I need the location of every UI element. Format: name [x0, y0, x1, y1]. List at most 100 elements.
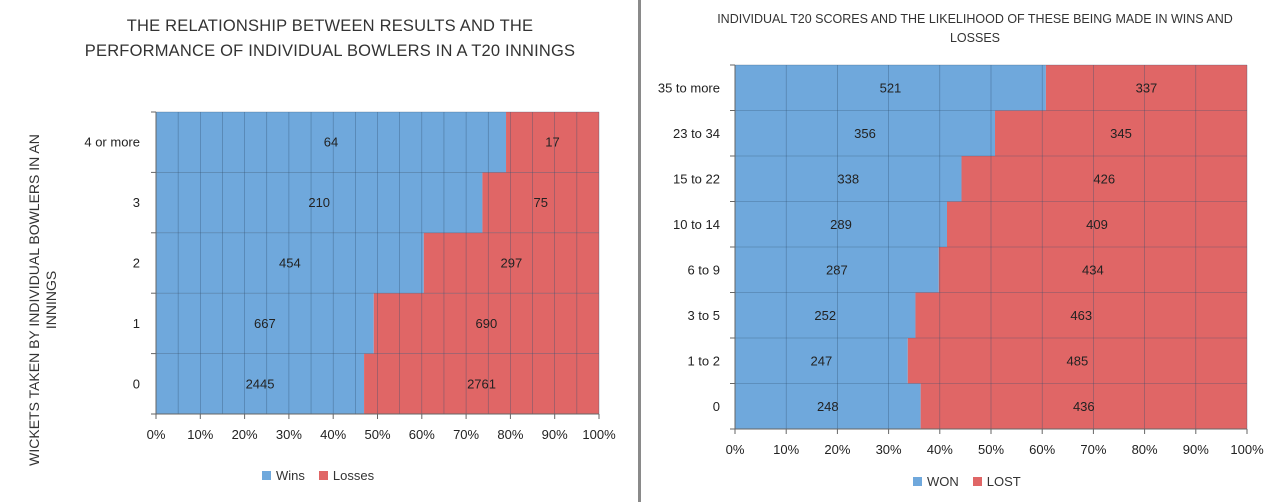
panel-divider [638, 0, 641, 502]
left-bar-lost-3 [373, 293, 599, 354]
right-data-label-won-6: 247 [811, 353, 833, 368]
left-category-label-4: 0 [133, 376, 140, 391]
left-bar-won-4 [156, 353, 365, 414]
left-chart-title: THE RELATIONSHIP BETWEEN RESULTS AND THE… [84, 17, 576, 60]
left-bar-won-0 [156, 112, 507, 173]
losses-swatch [318, 471, 328, 480]
right-bar-won-5 [735, 292, 916, 338]
right-bar-lost-7 [920, 383, 1247, 429]
right-data-label-lost-0: 337 [1136, 80, 1158, 95]
right-data-label-lost-6: 485 [1067, 353, 1089, 368]
right-bar-lost-0 [1045, 65, 1247, 111]
left-bar-won-2 [156, 232, 424, 294]
right-bar-lost-1 [995, 110, 1247, 156]
left-x-tick-label: 40% [320, 427, 346, 442]
left-data-label-won-0: 64 [324, 135, 338, 150]
right-bar-won-3 [735, 201, 947, 247]
left-data-label-lost-4: 2761 [467, 376, 496, 391]
right-data-label-lost-7: 436 [1073, 399, 1095, 414]
left-data-label-won-4: 2445 [246, 376, 275, 391]
left-bar-lost-1 [482, 172, 599, 233]
left-legend: Wins Losses [262, 468, 388, 483]
right-chart-title: INDIVIDUAL T20 SCORES AND THE LIKELIHOOD… [717, 12, 1233, 45]
legend-item-won: WON [913, 474, 959, 489]
right-category-label-2: 15 to 22 [673, 171, 720, 186]
legend-label-lost: LOST [986, 474, 1021, 489]
right-x-tick-label: 0% [726, 442, 745, 457]
right-category-label-3: 10 to 14 [673, 217, 720, 232]
left-labels: 64 17 4 or more 210 75 3 454 297 2 667 690 1 2445 276… [84, 135, 616, 442]
legend-item-lost: LOST [972, 474, 1021, 489]
right-bar-won-6 [735, 338, 908, 384]
right-bar-won-2 [735, 156, 962, 202]
left-bar-lost-4 [364, 353, 599, 414]
left-x-tick-label: 0% [147, 427, 166, 442]
left-bar-lost-2 [423, 232, 599, 294]
left-chart-svg: 64 17 4 or more 210 75 3 454 297 2 667 690 1 2445 276… [84, 111, 616, 442]
right-grid [730, 64, 1248, 434]
right-x-tick-label: 90% [1183, 442, 1209, 457]
right-category-label-7: 0 [713, 399, 720, 414]
right-labels: 521 337 35 to more 356 345 23 to 34 338 426 15 t… [658, 80, 1264, 457]
right-x-tick-label: 70% [1080, 442, 1106, 457]
right-data-label-won-0: 521 [880, 80, 902, 95]
left-data-label-won-2: 454 [279, 256, 301, 271]
left-data-label-lost-1: 75 [533, 195, 547, 210]
left-x-tick-label: 80% [497, 427, 523, 442]
right-category-label-6: 1 to 2 [687, 353, 720, 368]
left-chart-panel: THE RELATIONSHIP BETWEEN RESULTS AND THE… [0, 0, 636, 502]
left-category-label-1: 3 [133, 195, 140, 210]
right-x-tick-label: 20% [824, 442, 850, 457]
left-category-label-3: 1 [133, 316, 140, 331]
right-bar-won-0 [735, 65, 1046, 111]
left-bar-won-3 [156, 293, 374, 354]
left-x-tick-label: 10% [187, 427, 213, 442]
right-chart-panel: INDIVIDUAL T20 SCORES AND THE LIKELIHOOD… [643, 0, 1280, 502]
right-data-label-lost-1: 345 [1110, 126, 1132, 141]
right-bar-won-1 [735, 110, 996, 156]
legend-label-losses: Losses [332, 468, 375, 483]
legend-label-won: WON [927, 474, 959, 489]
right-category-label-1: 23 to 34 [673, 126, 720, 141]
left-grid [151, 111, 600, 419]
left-x-tick-label: 30% [276, 427, 302, 442]
right-data-label-won-2: 338 [837, 171, 859, 186]
left-x-tick-label: 50% [364, 427, 390, 442]
right-data-label-lost-2: 426 [1093, 171, 1115, 186]
right-category-label-0: 35 to more [658, 80, 720, 95]
right-data-label-won-1: 356 [854, 126, 876, 141]
right-bar-lost-5 [915, 292, 1247, 338]
right-data-label-lost-5: 463 [1070, 308, 1092, 323]
right-bar-lost-3 [946, 201, 1247, 247]
won-swatch [913, 477, 922, 486]
legend-item-losses: Losses [318, 468, 375, 483]
left-x-tick-label: 90% [542, 427, 568, 442]
left-x-tick-label: 20% [232, 427, 258, 442]
left-x-tick-label: 70% [453, 427, 479, 442]
left-category-label-2: 2 [133, 256, 140, 271]
right-bar-won-4 [735, 247, 939, 293]
left-data-label-lost-2: 297 [501, 256, 523, 271]
right-bar-lost-6 [907, 338, 1247, 384]
left-data-label-won-3: 667 [254, 316, 276, 331]
left-data-label-lost-0: 17 [545, 135, 559, 150]
right-bars [735, 65, 1247, 429]
right-x-tick-label: 100% [1230, 442, 1264, 457]
left-x-tick-label: 100% [582, 427, 616, 442]
right-x-tick-label: 10% [773, 442, 799, 457]
right-x-tick-label: 30% [876, 442, 902, 457]
right-data-label-lost-3: 409 [1086, 217, 1108, 232]
lost-swatch [972, 477, 982, 486]
right-category-label-4: 6 to 9 [687, 262, 720, 277]
right-data-label-won-5: 252 [814, 308, 836, 323]
legend-label-wins: Wins [276, 468, 305, 483]
right-data-label-won-3: 289 [830, 217, 852, 232]
wins-swatch [262, 471, 271, 480]
left-bars [156, 112, 599, 414]
right-x-tick-label: 60% [1029, 442, 1055, 457]
right-bar-lost-2 [961, 156, 1247, 202]
right-bar-won-7 [735, 383, 921, 429]
legend-item-wins: Wins [262, 468, 305, 483]
left-data-label-lost-3: 690 [476, 316, 498, 331]
right-legend: WON LOST [913, 474, 1035, 489]
